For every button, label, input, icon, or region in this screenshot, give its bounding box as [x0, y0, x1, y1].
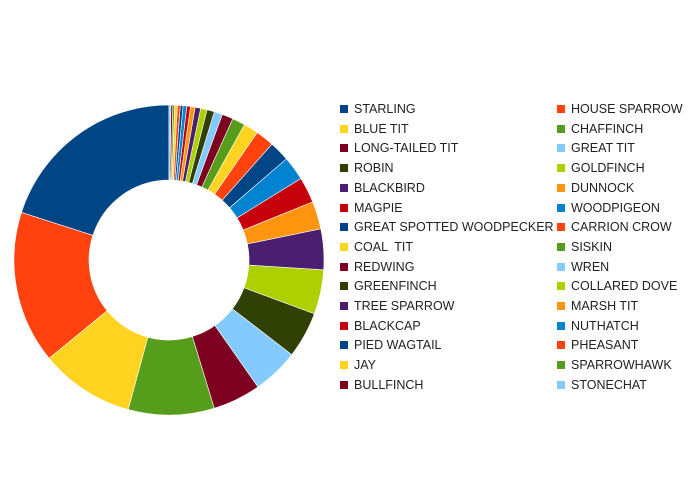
- legend-label: COAL TIT: [354, 239, 414, 254]
- legend-label: STONECHAT: [571, 377, 647, 392]
- legend-swatch: [340, 262, 348, 271]
- legend-swatch: [340, 223, 348, 232]
- legend-label: CARRION CROW: [571, 220, 672, 235]
- legend-item: SPARROWHAWK: [557, 358, 672, 372]
- legend-label: DUNNOCK: [571, 180, 635, 195]
- legend-item: CHAFFINCH: [557, 122, 643, 136]
- legend-item: MAGPIE: [340, 201, 403, 215]
- legend-label: SISKIN: [571, 239, 612, 254]
- legend-swatch: [340, 203, 348, 212]
- legend-label: PHEASANT: [571, 338, 639, 353]
- legend-item: PHEASANT: [557, 338, 638, 352]
- legend-label: GREAT SPOTTED WOODPECKER: [354, 220, 554, 235]
- legend-swatch: [340, 105, 348, 113]
- legend-swatch: [557, 341, 565, 350]
- legend-label: TREE SPARROW: [354, 299, 455, 313]
- legend-label: NUTHATCH: [571, 318, 639, 333]
- legend-item: GREAT SPOTTED WOODPECKER: [340, 220, 554, 234]
- legend-swatch: [340, 302, 348, 310]
- legend-swatch: [340, 164, 348, 173]
- legend-swatch: [340, 183, 348, 192]
- legend-item: COLLARED DOVE: [557, 279, 677, 293]
- legend-label: BLACKBIRD: [354, 180, 425, 195]
- legend-swatch: [557, 105, 565, 113]
- legend-item: STARLING: [340, 102, 416, 116]
- legend-swatch: [557, 262, 565, 271]
- legend-label: GREENFINCH: [354, 279, 437, 294]
- legend-swatch: [557, 242, 565, 251]
- legend-item: BLACKCAP: [340, 319, 421, 333]
- legend-label: PIED WAGTAIL: [354, 338, 442, 353]
- legend-label: HOUSE SPARROW: [571, 102, 683, 116]
- legend-label: ROBIN: [354, 161, 394, 176]
- legend-item: JAY: [340, 358, 376, 372]
- chart-legend: STARLING HOUSE SPARROW BLUE TIT CHAFFINCH LO…: [340, 100, 694, 400]
- legend-swatch: [557, 223, 565, 232]
- legend-label: MARSH TIT: [571, 299, 639, 313]
- legend-item: PIED WAGTAIL: [340, 338, 442, 352]
- legend-swatch: [557, 282, 565, 291]
- legend-label: LONG-TAILED TIT: [354, 141, 459, 156]
- legend-item: REDWING: [340, 260, 414, 274]
- legend-swatch: [557, 321, 565, 330]
- legend-label: BLACKCAP: [354, 318, 421, 333]
- legend-item: LONG-TAILED TIT: [340, 141, 458, 155]
- legend-swatch: [340, 242, 348, 251]
- legend-swatch: [557, 144, 565, 153]
- legend-swatch: [557, 183, 565, 192]
- legend-label: REDWING: [354, 259, 415, 274]
- legend-item: GREENFINCH: [340, 279, 437, 293]
- legend-label: COLLARED DOVE: [571, 279, 678, 294]
- legend-item: MARSH TIT: [557, 299, 638, 313]
- legend-item: NUTHATCH: [557, 319, 639, 333]
- legend-label: STARLING: [354, 102, 416, 116]
- legend-swatch: [557, 124, 565, 133]
- legend-swatch: [557, 164, 565, 173]
- legend-item: HOUSE SPARROW: [557, 102, 683, 116]
- legend-swatch: [557, 380, 565, 389]
- legend-item: WREN: [557, 260, 609, 274]
- legend-label: BULLFINCH: [354, 377, 424, 392]
- legend-item: WOODPIGEON: [557, 201, 660, 215]
- legend-swatch: [557, 302, 565, 310]
- legend-item: SISKIN: [557, 240, 612, 254]
- legend-label: GREAT TIT: [571, 141, 635, 156]
- pie-slice-starling: [21, 104, 170, 236]
- legend-swatch: [340, 124, 348, 133]
- legend-swatch: [557, 361, 565, 370]
- legend-item: ROBIN: [340, 161, 394, 175]
- legend-swatch: [340, 144, 348, 153]
- legend-item: GOLDFINCH: [557, 161, 645, 175]
- legend-label: GOLDFINCH: [571, 161, 645, 176]
- legend-swatch: [340, 361, 348, 370]
- legend-label: BLUE TIT: [354, 121, 409, 136]
- legend-swatch: [557, 203, 565, 212]
- legend-label: SPARROWHAWK: [571, 358, 672, 373]
- legend-label: WOODPIGEON: [571, 200, 660, 215]
- legend-item: STONECHAT: [557, 378, 647, 392]
- legend-swatch: [340, 282, 348, 291]
- legend-label: JAY: [354, 358, 376, 373]
- legend-item: BLUE TIT: [340, 122, 409, 136]
- legend-swatch: [340, 341, 348, 350]
- legend-item: BULLFINCH: [340, 378, 423, 392]
- legend-item: CARRION CROW: [557, 220, 672, 234]
- legend-swatch: [340, 380, 348, 389]
- legend-label: MAGPIE: [354, 200, 403, 215]
- legend-swatch: [340, 321, 348, 330]
- legend-label: CHAFFINCH: [571, 121, 644, 136]
- legend-item: GREAT TIT: [557, 141, 635, 155]
- legend-item: TREE SPARROW: [340, 299, 454, 313]
- legend-item: DUNNOCK: [557, 181, 634, 195]
- pie-slice-stonechat: [168, 104, 172, 181]
- legend-item: COAL TIT: [340, 240, 413, 254]
- legend-item: BLACKBIRD: [340, 181, 425, 195]
- legend-label: WREN: [571, 259, 610, 274]
